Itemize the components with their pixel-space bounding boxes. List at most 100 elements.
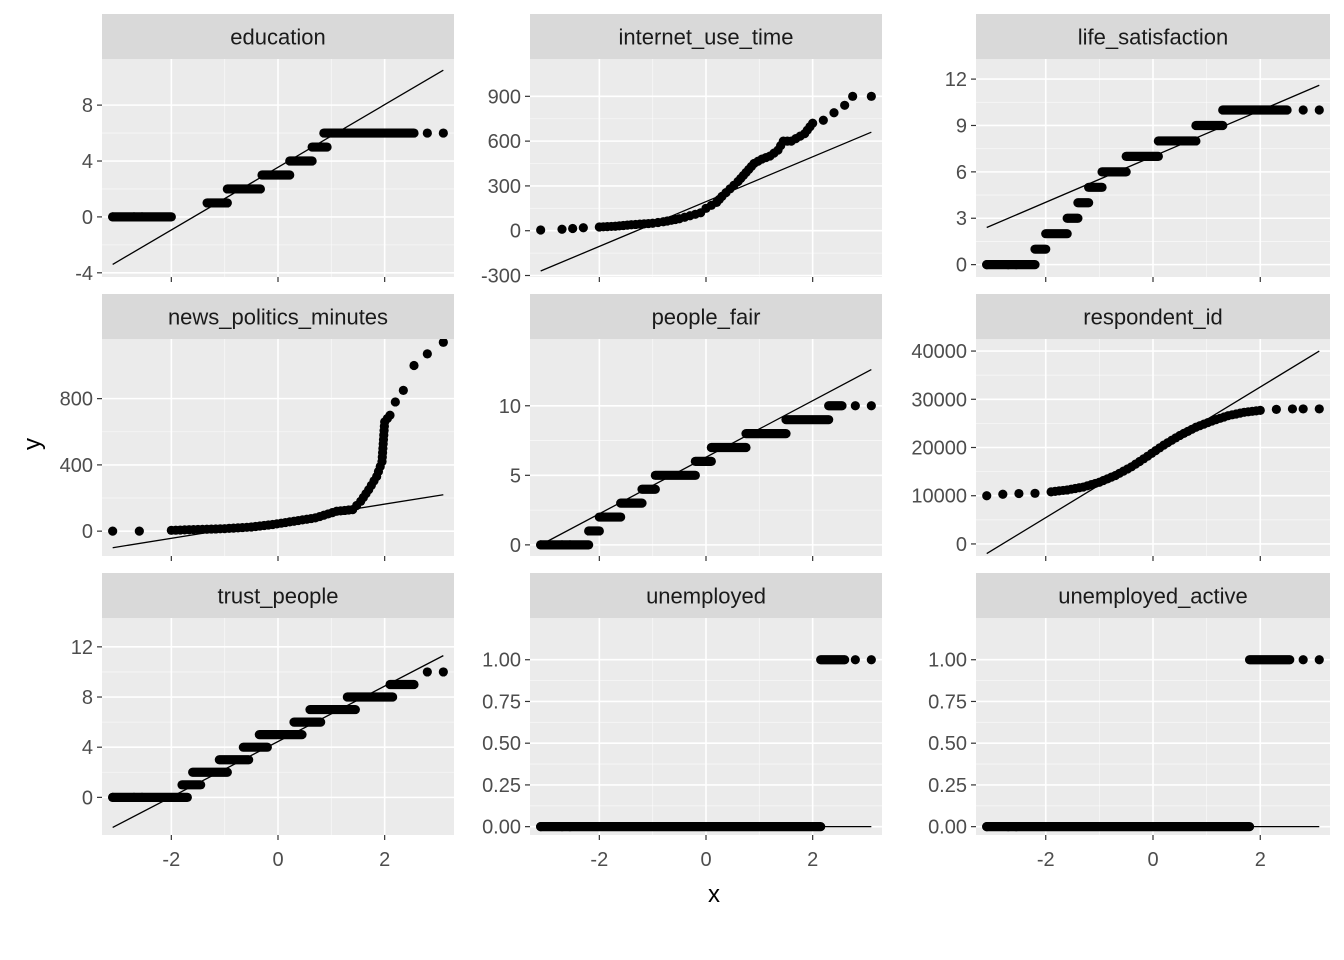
facet-strip-label: life_satisfaction xyxy=(1078,25,1228,50)
facet-strip xyxy=(102,14,454,59)
facet-strip-label: news_politics_minutes xyxy=(168,305,388,330)
y-tick-label: 12 xyxy=(945,69,967,91)
qq-point xyxy=(438,339,448,347)
qq-point xyxy=(1030,488,1040,498)
facet-strip xyxy=(976,294,1330,339)
qq-point xyxy=(108,792,118,802)
facet-strip xyxy=(102,294,454,339)
x-tick-label: 0 xyxy=(272,849,283,871)
y-tick-label: 0.00 xyxy=(928,817,967,839)
x-tick-label: 2 xyxy=(807,849,818,871)
qq-point xyxy=(1011,822,1021,832)
y-tick-label: 5 xyxy=(510,465,521,487)
x-tick-label: -2 xyxy=(1037,849,1055,871)
facet-strip-label: unemployed_active xyxy=(1058,584,1248,609)
facet-news-politics-minutes: news_politics_minutes 0 400 800 xyxy=(60,294,454,561)
facet-strip-label: unemployed xyxy=(646,584,766,609)
y-tick-label: 300 xyxy=(488,176,521,198)
x-tick-label: -2 xyxy=(162,849,180,871)
x-tick-label: 2 xyxy=(379,849,390,871)
facet-marks xyxy=(108,655,448,829)
y-tick-label: 0.50 xyxy=(928,733,967,755)
qq-point xyxy=(422,667,432,677)
y-tick-label: 0.25 xyxy=(928,775,967,797)
y-tick-label: 8 xyxy=(82,687,93,709)
qq-point xyxy=(850,401,860,411)
qq-point xyxy=(818,115,828,125)
qq-point xyxy=(568,223,578,234)
y-tick-label: 4 xyxy=(82,151,93,173)
facet-strip-label: people_fair xyxy=(652,305,761,330)
qq-reference-line xyxy=(112,69,444,265)
x-tick-label: 0 xyxy=(700,849,711,871)
x-tick-label: 0 xyxy=(1147,849,1158,871)
facet-marks xyxy=(982,655,1324,832)
qq-point xyxy=(1298,105,1308,115)
y-tick-label: 30000 xyxy=(911,389,967,411)
y-tick-label: 40000 xyxy=(911,341,967,363)
qq-point xyxy=(808,118,818,128)
qq-point xyxy=(866,91,876,101)
y-tick-label: 3 xyxy=(956,208,967,230)
qq-point xyxy=(398,385,408,395)
facet-strip xyxy=(976,573,1330,618)
qq-point xyxy=(1287,404,1298,414)
facet-strip xyxy=(976,14,1330,59)
facet-strip xyxy=(530,14,882,59)
qq-point xyxy=(108,526,118,536)
facet-marks xyxy=(982,350,1324,555)
y-tick-label: 0.75 xyxy=(928,691,967,713)
x-tick-label: 2 xyxy=(1255,849,1266,871)
qq-point xyxy=(866,401,876,411)
y-tick-label: 400 xyxy=(60,455,93,477)
y-tick-label: 0.25 xyxy=(482,775,521,797)
y-tick-label: 6 xyxy=(956,162,967,184)
facet-strip-label: respondent_id xyxy=(1083,305,1222,330)
facet-marks xyxy=(982,84,1324,270)
x-tick-label: -2 xyxy=(590,849,608,871)
qq-point xyxy=(137,212,147,222)
y-tick-label: 9 xyxy=(956,115,967,137)
qq-point xyxy=(578,223,588,233)
y-tick-label: 0 xyxy=(82,787,93,809)
facet-marks xyxy=(536,369,876,550)
y-tick-label: 800 xyxy=(60,389,93,411)
qq-point xyxy=(565,540,575,550)
facet-marks xyxy=(536,655,876,832)
qq-point xyxy=(438,128,448,138)
y-tick-label: 8 xyxy=(82,95,93,117)
qq-point xyxy=(848,91,858,101)
qq-point xyxy=(536,540,546,550)
qq-point xyxy=(1314,105,1324,115)
qq-point xyxy=(108,212,118,222)
qq-point xyxy=(137,792,147,802)
y-tick-label: -4 xyxy=(75,263,93,285)
qq-reference-line xyxy=(540,131,872,272)
facet-strip xyxy=(530,573,882,618)
y-tick-label: 600 xyxy=(488,131,521,153)
qq-point xyxy=(982,491,992,501)
qq-point xyxy=(422,349,432,359)
qq-point xyxy=(1003,822,1013,832)
facet-education: education -4 0 4 8 xyxy=(75,14,454,285)
qq-point xyxy=(129,792,139,802)
qq-point xyxy=(1003,260,1013,270)
facet-life-satisfaction: life_satisfaction 0 3 6 9 12 xyxy=(945,14,1330,282)
facet-strip-label: internet_use_time xyxy=(619,25,794,50)
facet-people-fair: people_fair 0 5 10 xyxy=(499,294,882,561)
qq-point xyxy=(1298,404,1308,414)
qq-point xyxy=(409,360,419,371)
facet-strip-label: education xyxy=(230,25,325,50)
x-axis-title: x xyxy=(708,881,720,908)
qq-point xyxy=(1255,405,1265,415)
y-tick-label: 0.50 xyxy=(482,733,521,755)
facet-unemployed: unemployed 0.00 0.25 0.50 0.75 1.00 -2 0 2 xyxy=(482,573,882,871)
qq-point xyxy=(982,260,992,270)
facet-grid: education-4048internet_use_time-30003006… xyxy=(60,14,1330,871)
qq-point xyxy=(982,822,992,832)
facet-marks xyxy=(108,69,448,265)
qq-point xyxy=(840,100,850,110)
qq-point xyxy=(1314,655,1324,665)
facet-internet-use-time: internet_use_time -300 0 300 600 900 xyxy=(481,14,882,288)
qq-point xyxy=(557,822,567,832)
